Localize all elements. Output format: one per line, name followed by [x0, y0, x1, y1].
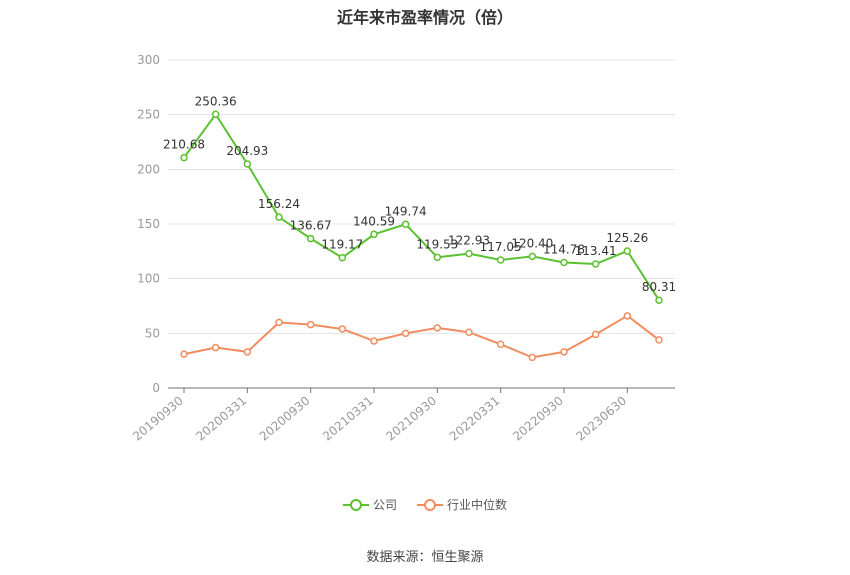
x-tick-label: 20190930	[130, 394, 186, 444]
data-label-company: 80.31	[642, 280, 676, 294]
data-labels: 210.68 250.36 204.93 156.24 136.67 119.17 140.…	[163, 94, 676, 294]
data-point-company	[211, 110, 220, 119]
data-point-industry	[180, 350, 188, 358]
data-label-company: 119.53	[416, 237, 458, 251]
x-tick-label: 20210930	[383, 394, 439, 444]
data-point-company	[528, 252, 537, 261]
grid-lines	[168, 59, 675, 334]
data-point-industry	[306, 320, 315, 329]
chart-title: 近年来市盈率情况（倍）	[336, 8, 513, 27]
data-point-company	[591, 260, 600, 268]
data-point-industry	[275, 318, 283, 327]
x-tick-label: 20210331	[320, 394, 376, 444]
data-point-industry	[496, 340, 505, 349]
source-note: 数据来源：恒生聚源	[366, 550, 484, 565]
legend-item-industry[interactable]: 行业中位数	[417, 496, 507, 513]
data-label-company: 210.68	[163, 138, 205, 152]
x-tick-label: 20220331	[447, 394, 503, 444]
series-lines	[180, 110, 663, 362]
data-label-company: 113.41	[575, 244, 617, 258]
y-tick-label: 150	[137, 217, 160, 231]
y-tick-label: 50	[145, 326, 160, 340]
data-point-industry	[243, 348, 252, 356]
legend-industry-icon	[417, 498, 443, 511]
data-point-company	[401, 220, 410, 229]
data-point-industry	[370, 337, 378, 345]
data-point-industry	[560, 348, 568, 356]
data-point-company	[306, 234, 315, 243]
series-line-company	[183, 112, 660, 301]
data-label-company: 119.17	[321, 238, 363, 252]
y-tick-label: 250	[137, 108, 160, 122]
data-point-industry	[528, 353, 537, 362]
data-point-company	[433, 253, 442, 262]
data-point-industry	[655, 336, 663, 344]
y-tick-label: 0	[152, 381, 160, 395]
x-tick-label: 20220930	[510, 394, 566, 444]
data-point-company	[465, 249, 473, 258]
y-tick-label: 300	[137, 53, 160, 67]
y-tick-label: 200	[137, 162, 160, 176]
x-tick-label: 20200930	[257, 394, 313, 444]
data-point-company	[243, 160, 252, 168]
data-label-company: 136.67	[290, 219, 332, 233]
series-line-industry	[183, 314, 660, 359]
x-tick-label: 20200331	[193, 394, 249, 444]
data-label-company: 156.24	[258, 197, 300, 211]
x-tick-label: 20230630	[573, 394, 629, 444]
data-label-company: 204.93	[226, 144, 268, 158]
data-point-company	[496, 256, 505, 264]
legend-company-label: 公司	[372, 498, 397, 512]
data-label-company: 114.78	[543, 243, 585, 257]
data-point-company	[370, 230, 378, 239]
data-point-industry	[338, 325, 347, 333]
data-label-company: 125.26	[606, 231, 648, 245]
legend-item-company[interactable]: 公司	[342, 496, 397, 513]
data-point-company	[623, 247, 632, 255]
data-point-industry	[465, 328, 473, 336]
data-label-company: 140.59	[353, 214, 395, 228]
data-point-company	[180, 153, 188, 162]
data-point-company	[338, 253, 347, 262]
data-point-company	[560, 258, 568, 267]
data-label-company: 122.93	[448, 234, 490, 248]
data-label-company: 120.40	[511, 236, 553, 250]
data-label-company: 149.74	[385, 204, 427, 218]
legend-company-icon	[342, 498, 369, 511]
data-label-company: 117.05	[480, 240, 522, 254]
data-point-industry	[211, 343, 220, 352]
data-point-industry	[623, 312, 632, 320]
legend-industry-label: 行业中位数	[447, 498, 508, 512]
data-point-industry	[591, 330, 600, 339]
legend: 公司 行业中位数	[0, 496, 850, 513]
data-point-company	[655, 296, 663, 304]
data-point-industry	[401, 329, 410, 338]
data-point-company	[275, 213, 283, 221]
data-point-industry	[433, 324, 442, 332]
data-label-company: 250.36	[195, 94, 237, 108]
y-tick-label: 100	[137, 272, 160, 286]
